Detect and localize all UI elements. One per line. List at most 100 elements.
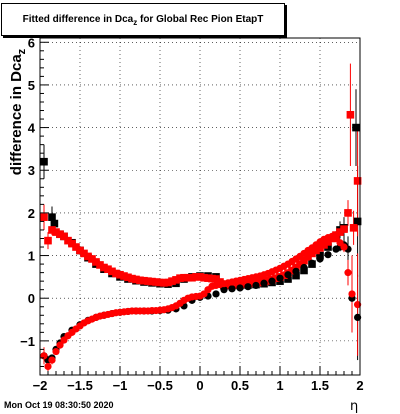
data-point-circle xyxy=(324,251,332,259)
data-point-square xyxy=(292,263,300,272)
data-point-square xyxy=(284,275,292,283)
y-axis-label-text: difference in Dca xyxy=(8,54,25,176)
data-point-square xyxy=(188,273,196,282)
data-point-square xyxy=(76,246,84,255)
x-tick-label: −0.5 xyxy=(147,378,173,393)
y-tick-label: 5 xyxy=(28,78,35,93)
y-tick-label: 2 xyxy=(28,206,35,221)
data-point-circle xyxy=(348,290,356,298)
data-point-square xyxy=(96,261,104,269)
data-point-square xyxy=(108,267,116,276)
data-point-square xyxy=(346,110,355,119)
data-point-square xyxy=(300,256,308,265)
data-point-square xyxy=(288,266,296,275)
data-point-circle xyxy=(316,255,324,263)
chart-title: Fitted difference in Dcaz for Global Rec… xyxy=(1,3,285,36)
data-point-square xyxy=(248,279,256,288)
chart-title-main: Fitted difference in Dca xyxy=(22,14,134,25)
data-point-circle xyxy=(354,301,362,309)
x-tick-label: 0.5 xyxy=(231,378,249,393)
y-axis-label-subscript: z xyxy=(16,48,28,55)
data-point-square xyxy=(48,213,56,221)
x-tick-label: 0 xyxy=(196,378,203,393)
data-point-square xyxy=(320,241,328,249)
data-point-square xyxy=(48,226,56,234)
x-tick-label: 2 xyxy=(356,378,363,393)
y-tick-label: 0 xyxy=(28,291,35,306)
data-point-square xyxy=(192,273,200,281)
data-point-square xyxy=(88,255,96,263)
data-point-square xyxy=(272,274,280,282)
data-point-square xyxy=(349,224,358,232)
data-point-circle xyxy=(244,283,252,291)
data-point-square xyxy=(304,253,312,261)
data-point-circle xyxy=(260,279,268,287)
data-point-square xyxy=(144,277,152,285)
data-point-square xyxy=(344,209,352,217)
data-point-square xyxy=(44,236,52,245)
data-point-circle xyxy=(354,313,362,322)
data-point-square xyxy=(336,228,344,236)
tick-layer: −2 −1.5 −1 −0.5 0 0.5 1 1.5 2 −1 0 1 2 3 4 5 6 xyxy=(20,35,363,393)
data-point-square xyxy=(280,271,288,279)
data-point-square xyxy=(340,225,348,233)
data-point-square xyxy=(52,228,60,236)
y-axis-label: difference in Dcaz xyxy=(8,49,28,175)
marker-layer xyxy=(40,110,362,371)
data-point-square xyxy=(353,217,362,226)
datestamp: Mon Oct 19 08:30:50 2020 xyxy=(4,400,114,410)
data-point-square xyxy=(72,243,80,251)
data-point-square xyxy=(196,273,204,281)
data-point-circle xyxy=(300,263,308,272)
data-point-square xyxy=(312,246,320,255)
data-point-circle xyxy=(340,243,348,251)
data-point-square xyxy=(324,238,332,246)
data-point-square xyxy=(56,230,64,239)
data-point-square xyxy=(168,277,176,285)
data-point-square xyxy=(50,219,59,228)
data-point-circle xyxy=(276,274,284,282)
data-point-square xyxy=(132,275,140,284)
data-point-square xyxy=(264,276,272,285)
data-point-square xyxy=(180,273,188,282)
data-point-square xyxy=(100,263,108,272)
data-point-square xyxy=(140,276,148,285)
data-point-circle xyxy=(344,269,352,277)
chart-title-subscript: z xyxy=(133,18,138,27)
data-point-square xyxy=(148,277,156,286)
data-point-square xyxy=(204,274,212,282)
data-point-square xyxy=(60,232,68,241)
data-point-circle xyxy=(44,362,52,371)
data-point-square xyxy=(80,249,88,258)
data-point-square xyxy=(160,279,168,287)
y-tick-label: 6 xyxy=(28,35,35,50)
data-point-square xyxy=(296,260,304,268)
x-tick-label: −2 xyxy=(33,378,48,393)
data-point-square xyxy=(292,271,300,280)
data-point-circle xyxy=(228,285,236,293)
data-point-circle xyxy=(252,281,260,290)
data-point-square xyxy=(164,278,172,287)
data-point-square xyxy=(92,258,100,266)
data-point-square xyxy=(200,273,208,282)
data-point-square xyxy=(184,273,192,282)
error-bar-layer xyxy=(43,63,359,372)
data-point-circle xyxy=(292,267,300,275)
data-point-square xyxy=(136,276,144,285)
data-point-circle xyxy=(56,341,64,349)
data-point-square xyxy=(156,278,164,287)
data-point-square xyxy=(256,278,264,287)
data-point-square xyxy=(316,244,324,252)
data-point-square xyxy=(84,252,92,261)
data-point-square xyxy=(208,274,216,283)
y-tick-label: −1 xyxy=(20,334,35,349)
x-tick-label: 1.5 xyxy=(311,378,329,393)
x-tick-label: 1 xyxy=(276,378,283,393)
x-tick-label: −1 xyxy=(113,378,128,393)
y-tick-label: 3 xyxy=(28,163,35,178)
data-point-square xyxy=(152,278,160,286)
data-point-square xyxy=(176,274,184,282)
data-point-square xyxy=(324,243,332,251)
data-point-square xyxy=(40,213,48,221)
